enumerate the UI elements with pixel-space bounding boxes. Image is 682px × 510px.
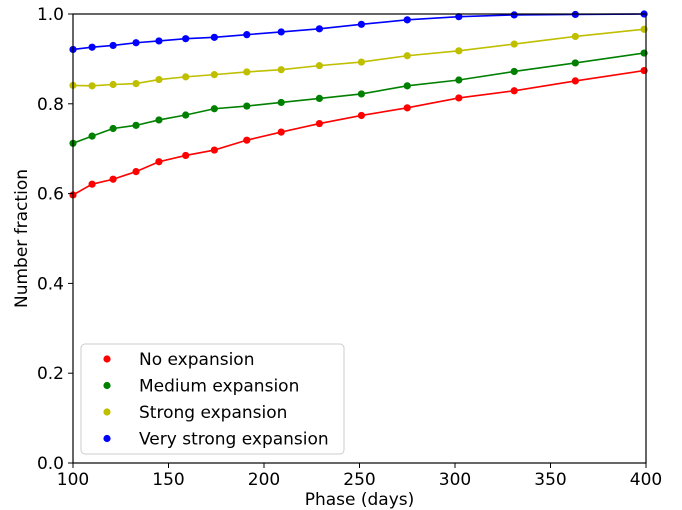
data-point (155, 158, 163, 166)
data-point (155, 37, 163, 45)
series-line-1 (72, 52, 645, 145)
y-tick-label: 0.6 (37, 185, 64, 205)
x-tick-label: 350 (534, 470, 566, 490)
data-point (243, 102, 251, 110)
plot-marks (69, 10, 648, 199)
data-point (455, 76, 463, 84)
data-point (571, 77, 579, 85)
series-line-0 (72, 69, 645, 196)
data-point (403, 104, 411, 112)
data-point (88, 82, 96, 90)
data-point (109, 124, 117, 133)
y-axis-label: Number fraction (12, 169, 32, 308)
data-point (510, 40, 518, 48)
legend-label: Strong expansion (139, 403, 287, 423)
data-point (132, 168, 140, 176)
data-point (132, 121, 140, 129)
data-point (182, 151, 190, 160)
data-point (510, 11, 518, 19)
data-point (155, 75, 163, 84)
data-point (88, 43, 96, 51)
data-point (210, 71, 218, 79)
data-point (357, 58, 366, 66)
legend-marker (103, 381, 111, 390)
data-point (210, 105, 218, 113)
data-point (571, 32, 579, 41)
data-point (640, 49, 648, 57)
data-point (455, 94, 463, 102)
legend-label: No expansion (139, 350, 254, 370)
data-point (403, 82, 411, 90)
data-point (571, 59, 579, 67)
data-point (243, 68, 251, 76)
data-point (155, 116, 163, 124)
x-axis-label: Phase (days) (305, 490, 415, 510)
series-line-3 (72, 13, 645, 51)
data-point (357, 20, 366, 28)
series-line-2 (72, 28, 645, 87)
y-tick-label: 0.4 (37, 274, 64, 294)
data-point (277, 28, 285, 36)
data-point (132, 39, 140, 47)
data-point (315, 94, 323, 103)
data-point (182, 111, 190, 119)
legend-marker (103, 355, 111, 363)
legend-label: Medium expansion (139, 377, 299, 397)
data-point (455, 47, 463, 55)
data-point (640, 25, 648, 33)
legend-label: Very strong expansion (139, 430, 329, 450)
x-tick-label: 250 (343, 470, 375, 490)
data-point (315, 62, 323, 70)
x-tick-label: 400 (630, 470, 662, 490)
data-point (243, 136, 251, 144)
y-tick-label: 0.2 (37, 364, 64, 384)
data-point (210, 146, 218, 154)
data-point (277, 66, 285, 74)
legend-marker (103, 434, 111, 443)
data-point (357, 90, 366, 98)
data-point (403, 16, 411, 24)
data-point (182, 35, 190, 43)
data-point (277, 128, 285, 136)
x-tick-label: 300 (439, 470, 471, 490)
x-tick-label: 150 (152, 470, 184, 490)
data-point (182, 73, 190, 81)
x-tick-label: 200 (248, 470, 280, 490)
data-point (132, 80, 140, 88)
legend: No expansion Medium expansion Strong expan… (80, 343, 345, 455)
data-point (640, 66, 648, 75)
y-tick-label: 1.0 (37, 5, 64, 25)
x-tick-label: 100 (57, 470, 89, 490)
data-point (510, 67, 518, 76)
data-point (88, 180, 96, 188)
data-point (510, 87, 518, 95)
data-point (243, 31, 251, 39)
data-point (357, 111, 366, 120)
data-point (109, 175, 117, 183)
legend-box (80, 343, 345, 455)
data-point (403, 52, 411, 60)
legend-marker (103, 408, 111, 416)
axis-ticks: 100 150 200 250 300 350 400 0.0 0.2 0.4 0.6 0.8 1.0 (37, 5, 662, 490)
data-point (315, 119, 323, 128)
data-point (109, 41, 117, 50)
data-point (277, 98, 285, 107)
y-tick-label: 0.8 (37, 95, 64, 115)
data-point (315, 25, 323, 33)
data-point (455, 13, 463, 21)
y-tick-label: 0.0 (37, 454, 64, 474)
data-point (210, 33, 218, 41)
data-point (109, 80, 117, 89)
data-point (88, 132, 96, 140)
